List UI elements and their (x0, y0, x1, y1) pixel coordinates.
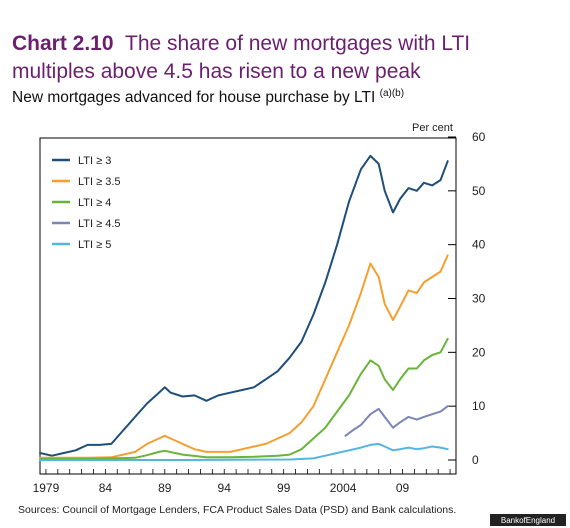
chart-subtitle-text: New mortgages advanced for house purchas… (12, 89, 375, 106)
x-tick-label: 1979 (33, 481, 60, 495)
series-lines (39, 154, 449, 461)
x-tick-label: 99 (277, 481, 291, 495)
x-tick-label: 09 (396, 481, 410, 495)
credit-badge (490, 514, 566, 526)
legend-label: LTI ≥ 4.5 (78, 218, 121, 230)
x-axis: 1979 84 89 94 99 2004 09 (33, 469, 451, 495)
chart-title-part1: The share of new mortgages with LTI (125, 32, 470, 55)
y-axis: 0 10 20 30 40 50 60 (448, 130, 486, 467)
y-tick-label: 50 (472, 184, 486, 198)
x-tick-label: 2004 (330, 481, 357, 495)
legend: LTI ≥ 3 LTI ≥ 3.5 LTI ≥ 4 LTI ≥ 4.5 LTI ≥ 5 (52, 155, 121, 251)
series-line-4 (39, 442, 449, 461)
chart-title-line2: multiples above 4.5 has risen to a new p… (12, 60, 421, 83)
legend-label: LTI ≥ 4 (78, 197, 111, 209)
plot-area (39, 137, 457, 475)
chart-title-line1: Chart 2.10 The share of new mortgages wi… (12, 32, 470, 55)
y-tick-label: 30 (472, 292, 486, 306)
series-line-0 (39, 154, 449, 457)
legend-label: LTI ≥ 5 (78, 239, 111, 251)
source-note: Sources: Council of Mortgage Lenders, FC… (18, 504, 456, 516)
series-line-1 (39, 254, 449, 459)
y-tick-label: 20 (472, 345, 486, 359)
legend-label: LTI ≥ 3.5 (78, 176, 121, 188)
y-tick-label: 60 (472, 130, 486, 144)
y-tick-label: 10 (472, 399, 486, 413)
y-tick-label: 40 (472, 238, 486, 252)
y-axis-label: Per cent (412, 122, 453, 134)
credit-text: BankofEngland (501, 516, 555, 525)
y-tick-label: 0 (472, 453, 479, 467)
series-line-2 (39, 337, 449, 460)
chart-number: Chart 2.10 (12, 32, 114, 55)
chart-subtitle-note: (a)(b) (380, 88, 404, 99)
x-tick-label: 89 (158, 481, 172, 495)
x-tick-label: 84 (99, 481, 113, 495)
x-tick-label: 94 (218, 481, 232, 495)
series-line-3 (344, 405, 449, 437)
chart-subtitle: New mortgages advanced for house purchas… (12, 88, 404, 106)
legend-label: LTI ≥ 3 (78, 155, 111, 167)
